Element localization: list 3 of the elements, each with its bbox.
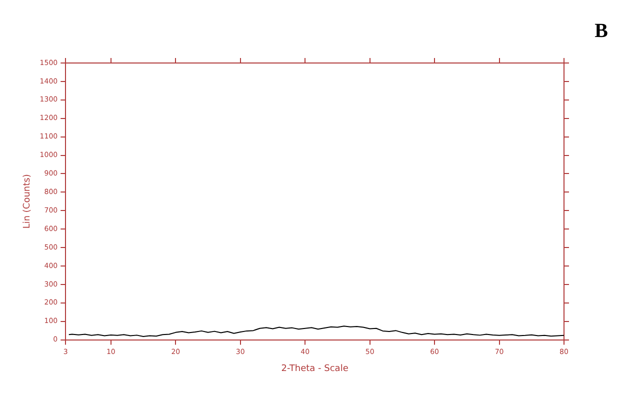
y-axis-title: Lin (Counts) <box>22 174 33 229</box>
x-axis-title: 2-Theta - Scale <box>281 364 349 374</box>
chart-title: B <box>594 20 608 42</box>
